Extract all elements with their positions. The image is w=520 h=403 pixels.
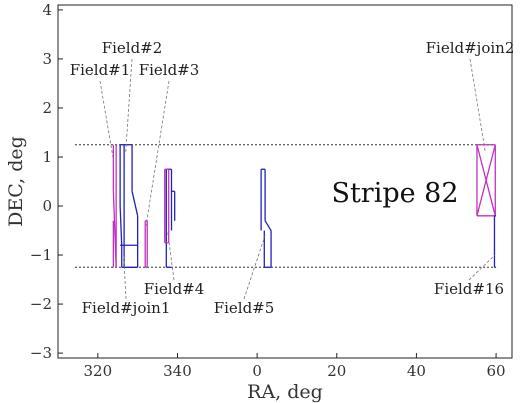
annotation-leader-line bbox=[469, 58, 486, 153]
field-label: Field#join2 bbox=[426, 39, 515, 57]
field-outline bbox=[164, 168, 170, 244]
field-label: Field#2 bbox=[102, 39, 163, 57]
y-tick-label: 2 bbox=[42, 99, 52, 117]
field-label: Field#1 bbox=[70, 61, 131, 79]
x-tick-label: 320 bbox=[84, 362, 113, 380]
annotation-leader-line bbox=[243, 235, 266, 300]
annotation-leader-line bbox=[123, 255, 127, 300]
field-label: Field#4 bbox=[144, 280, 205, 298]
field-edge bbox=[476, 144, 496, 216]
field-edge bbox=[264, 220, 272, 231]
x-tick-label: 20 bbox=[327, 362, 346, 380]
y-tick-label: −2 bbox=[30, 295, 52, 313]
x-tick-label: 0 bbox=[252, 362, 262, 380]
y-tick-label: 1 bbox=[42, 148, 52, 166]
y-tick-label: −3 bbox=[30, 344, 52, 362]
x-tick-label: 40 bbox=[407, 362, 426, 380]
annotation-leader-line bbox=[125, 58, 133, 153]
field-edge bbox=[131, 191, 139, 216]
x-tick-label: 60 bbox=[487, 362, 506, 380]
field-outline bbox=[260, 168, 272, 268]
annotation-leader-line bbox=[468, 254, 496, 281]
stripe-label: Stripe 82 bbox=[331, 178, 458, 209]
y-axis-title: DEC, deg bbox=[5, 136, 27, 227]
y-tick-label: 3 bbox=[42, 50, 52, 68]
annotation-leader-line bbox=[145, 80, 170, 226]
field-label: Field#3 bbox=[139, 61, 200, 79]
field-label: Field#join1 bbox=[82, 299, 171, 317]
plot-area bbox=[75, 144, 497, 268]
y-tick-label: 4 bbox=[42, 1, 52, 19]
plot-frame bbox=[57, 4, 513, 359]
field-outline bbox=[476, 144, 496, 217]
axis-ticks: 320 340 0 20 40 60 −3 −2 −1 0 1 2 3 4 bbox=[30, 1, 506, 380]
y-tick-label: −1 bbox=[30, 246, 52, 264]
field-edge bbox=[119, 205, 123, 246]
annotation-leader-line bbox=[167, 230, 175, 281]
x-tick-label: 340 bbox=[163, 362, 192, 380]
y-tick-label: 0 bbox=[42, 197, 52, 215]
field-outline bbox=[112, 144, 117, 268]
x-axis-title: RA, deg bbox=[247, 381, 323, 403]
field-label: Field#16 bbox=[434, 280, 504, 298]
field-label: Field#5 bbox=[214, 299, 275, 317]
annotation-leader-line bbox=[99, 80, 115, 162]
field-outline bbox=[493, 215, 497, 268]
